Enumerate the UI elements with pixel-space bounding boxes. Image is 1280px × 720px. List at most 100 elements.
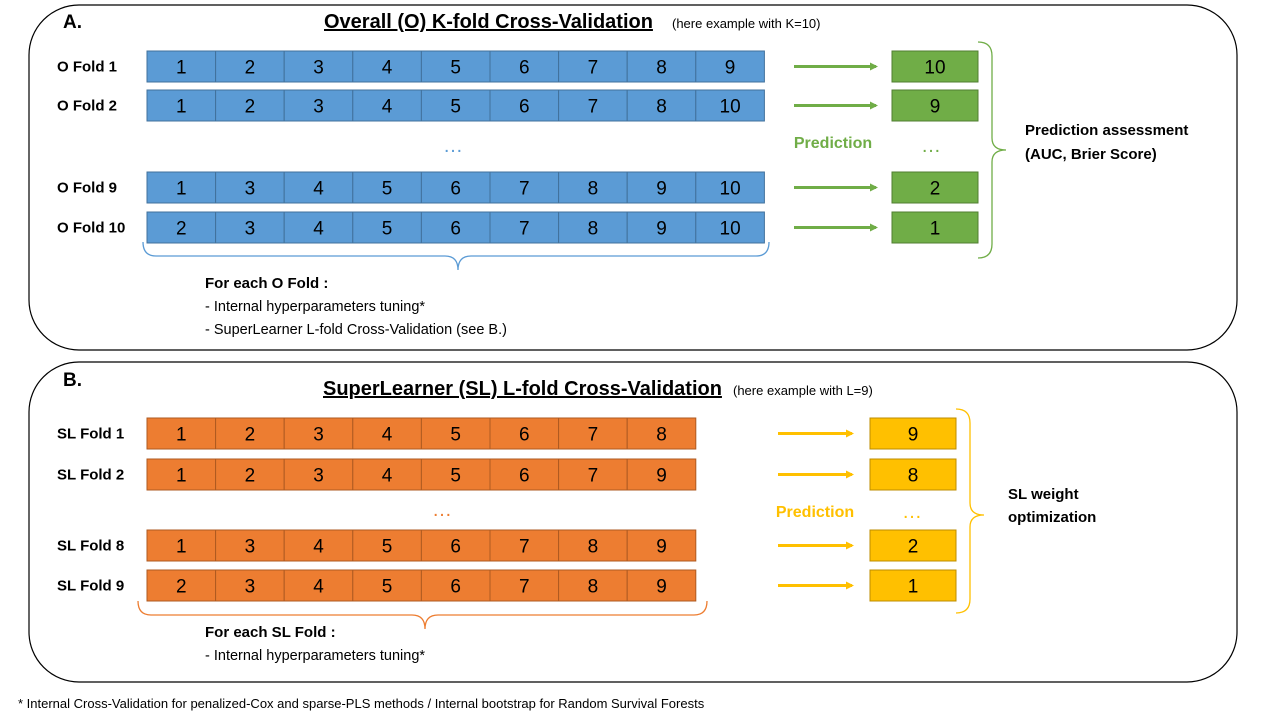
o-train-cell-label: 5 (382, 179, 393, 200)
sl-test-cell (869, 529, 957, 562)
o-train-cell (283, 50, 354, 83)
sl-train-cell-label: 6 (519, 425, 530, 446)
footnote: * Internal Cross-Validation for penalize… (18, 696, 705, 711)
o-train-cell (489, 171, 560, 204)
o-train-cell (695, 89, 765, 122)
o-train-cell (283, 171, 354, 204)
o-train-cell-label: 10 (720, 179, 741, 200)
o-test-cell-label: 2 (930, 179, 941, 200)
section-b-note-header: For each SL Fold : (205, 624, 336, 641)
section-a-training-brace (142, 241, 770, 271)
section-b-right-ellipsis: … (902, 501, 922, 523)
o-train-cell-label: 7 (519, 179, 530, 200)
o-test-cell (891, 211, 979, 244)
sl-train-cell-label: 5 (382, 577, 393, 598)
sl-fold-row: SL Fold 2 1 2 3 4 5 6 7 9 8 (57, 458, 957, 491)
sl-train-cell (215, 569, 285, 602)
sl-train-cell (352, 529, 422, 562)
o-train-cell (489, 50, 560, 83)
sl-train-cell-label: 3 (245, 537, 256, 558)
sl-train-cell-label: 7 (519, 537, 530, 558)
o-fold-row: O Fold 1 1 2 3 4 5 6 7 8 9 10 (57, 50, 979, 83)
o-train-cell (558, 171, 628, 204)
o-train-cell-label: 8 (656, 97, 667, 118)
o-train-cell (146, 171, 217, 204)
o-train-cell-label: 1 (176, 179, 187, 200)
sl-fold-row: SL Fold 8 1 3 4 5 6 7 8 9 2 (57, 529, 957, 562)
o-train-cell (146, 50, 217, 83)
o-test-cell (891, 50, 979, 83)
o-train-cell-label: 3 (245, 179, 256, 200)
sl-train-cell-label: 6 (450, 537, 461, 558)
sl-test-cell (869, 417, 957, 450)
section-a-title: Overall (O) K-fold Cross-Validation (324, 11, 653, 33)
o-train-cell-label: 6 (450, 179, 461, 200)
assessment-line-2: (AUC, Brier Score) (1025, 146, 1157, 163)
section-b-letter: B. (63, 370, 82, 391)
sl-fold-row: SL Fold 9 2 3 4 5 6 7 8 9 1 (57, 569, 957, 602)
sl-train-cell-label: 6 (450, 577, 461, 598)
o-train-cell (558, 89, 628, 122)
sl-train-cell-label: 4 (313, 537, 324, 558)
o-train-cell (420, 211, 491, 244)
weight-line-2: optimization (1008, 509, 1096, 526)
sl-train-cell-label: 9 (656, 577, 667, 598)
sl-train-cell-label: 8 (588, 577, 599, 598)
sl-train-cell-label: 8 (588, 537, 599, 558)
sl-train-cell-label: 5 (382, 537, 393, 558)
sl-train-cell-label: 7 (588, 466, 599, 487)
o-train-cell (146, 89, 217, 122)
o-train-cell-label: 10 (720, 97, 741, 118)
sl-train-cell (146, 417, 217, 450)
sl-train-cell-label: 6 (519, 466, 530, 487)
section-b-center-ellipsis: … (432, 499, 452, 521)
o-train-cell (489, 89, 560, 122)
o-train-cell-label: 8 (588, 179, 599, 200)
o-train-cell-label: 8 (656, 58, 667, 79)
o-train-cell-label: 7 (588, 58, 599, 79)
o-train-cell-label: 4 (382, 97, 393, 118)
o-test-cell-label: 10 (924, 58, 945, 79)
o-train-cell-label: 6 (519, 58, 530, 79)
section-b-prediction-label: Prediction (776, 504, 854, 521)
o-fold-label: O Fold 2 (57, 98, 117, 115)
sl-train-cell-label: 2 (245, 425, 256, 446)
o-train-cell-label: 9 (656, 219, 667, 240)
o-train-cell-label: 6 (519, 97, 530, 118)
section-b-fold-rows: SL Fold 1 1 2 3 4 5 6 7 8 9SL Fold 2 1 2 3 4 5 6 7 9 8SL F… (57, 417, 957, 602)
o-train-cell (283, 211, 354, 244)
section-a-fold-rows: O Fold 1 1 2 3 4 5 6 7 8 9 10O Fold 2 1 2 3 4 5 6 7 8 10 9O … (57, 50, 979, 244)
sl-test-cell-label: 1 (908, 577, 919, 598)
sl-fold-label: SL Fold 1 (57, 426, 124, 443)
sl-fold-label: SL Fold 8 (57, 538, 124, 555)
section-a: A. Overall (O) K-fold Cross-Validation (… (28, 4, 1238, 351)
section-b-training-brace (137, 600, 708, 630)
sl-train-cell-label: 8 (656, 425, 667, 446)
o-train-cell-label: 5 (450, 97, 461, 118)
o-train-cell-label: 2 (245, 97, 256, 118)
section-a-note-item: - Internal hyperparameters tuning* (205, 299, 425, 315)
section-a-right-ellipsis: … (921, 135, 941, 157)
sl-train-cell-label: 5 (450, 425, 461, 446)
section-a-note-header: For each O Fold : (205, 275, 328, 292)
sl-train-cell (146, 569, 217, 602)
o-train-cell (420, 171, 491, 204)
sl-train-cell-label: 7 (519, 577, 530, 598)
sl-fold-label: SL Fold 9 (57, 578, 124, 595)
o-train-cell-label: 10 (720, 219, 741, 240)
o-train-cell (695, 211, 765, 244)
sl-train-cell (626, 529, 697, 562)
sl-train-cell (420, 417, 491, 450)
o-train-cell (352, 171, 422, 204)
sl-train-cell (283, 417, 354, 450)
section-b-note-item: - Internal hyperparameters tuning* (205, 648, 425, 664)
sl-train-cell (558, 458, 628, 491)
o-test-cell (891, 171, 979, 204)
section-a-assessment-brace (977, 41, 1007, 259)
sl-train-cell (489, 529, 560, 562)
section-a-subtitle: (here example with K=10) (672, 16, 821, 31)
sl-train-cell-label: 2 (245, 466, 256, 487)
section-b: B. SuperLearner (SL) L-fold Cross-Valida… (28, 361, 1238, 683)
o-train-cell-label: 4 (313, 219, 324, 240)
sl-train-cell (558, 417, 628, 450)
